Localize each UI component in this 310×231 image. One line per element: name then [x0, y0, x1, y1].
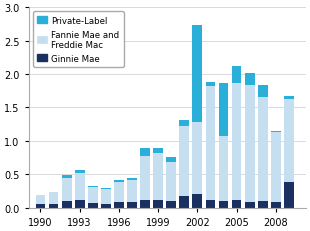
- Bar: [232, 67, 241, 83]
- Bar: [166, 163, 176, 201]
- Bar: [127, 181, 137, 203]
- Bar: [62, 178, 72, 201]
- Bar: [114, 182, 124, 202]
- Bar: [153, 149, 163, 153]
- Bar: [179, 127, 189, 197]
- Bar: [166, 201, 176, 208]
- Bar: [271, 133, 281, 203]
- Bar: [101, 189, 111, 204]
- Bar: [179, 120, 189, 127]
- Bar: [49, 192, 58, 205]
- Bar: [245, 203, 255, 208]
- Bar: [140, 149, 150, 157]
- Bar: [75, 200, 85, 208]
- Bar: [206, 87, 215, 200]
- Bar: [88, 187, 98, 203]
- Bar: [140, 157, 150, 200]
- Bar: [166, 157, 176, 163]
- Bar: [193, 195, 202, 208]
- Bar: [219, 83, 228, 137]
- Bar: [153, 200, 163, 208]
- Bar: [206, 83, 215, 87]
- Bar: [36, 195, 45, 205]
- Bar: [75, 173, 85, 200]
- Bar: [193, 123, 202, 195]
- Bar: [258, 98, 268, 201]
- Bar: [49, 205, 58, 208]
- Bar: [219, 137, 228, 201]
- Bar: [88, 203, 98, 208]
- Bar: [36, 205, 45, 208]
- Bar: [62, 201, 72, 208]
- Bar: [127, 203, 137, 208]
- Bar: [284, 97, 294, 99]
- Bar: [284, 99, 294, 182]
- Bar: [153, 153, 163, 200]
- Bar: [232, 200, 241, 208]
- Bar: [219, 201, 228, 208]
- Bar: [114, 202, 124, 208]
- Bar: [101, 188, 111, 189]
- Bar: [258, 86, 268, 98]
- Bar: [62, 175, 72, 178]
- Bar: [245, 74, 255, 86]
- Bar: [193, 26, 202, 123]
- Bar: [140, 200, 150, 208]
- Bar: [127, 178, 137, 181]
- Bar: [114, 180, 124, 182]
- Bar: [75, 171, 85, 173]
- Bar: [179, 197, 189, 208]
- Bar: [271, 131, 281, 133]
- Bar: [101, 204, 111, 208]
- Bar: [284, 182, 294, 208]
- Legend: Private-Label, Fannie Mae and
Freddie Mac, Ginnie Mae: Private-Label, Fannie Mae and Freddie Ma…: [33, 12, 123, 68]
- Bar: [232, 83, 241, 200]
- Bar: [245, 86, 255, 203]
- Bar: [206, 200, 215, 208]
- Bar: [258, 201, 268, 208]
- Bar: [271, 203, 281, 208]
